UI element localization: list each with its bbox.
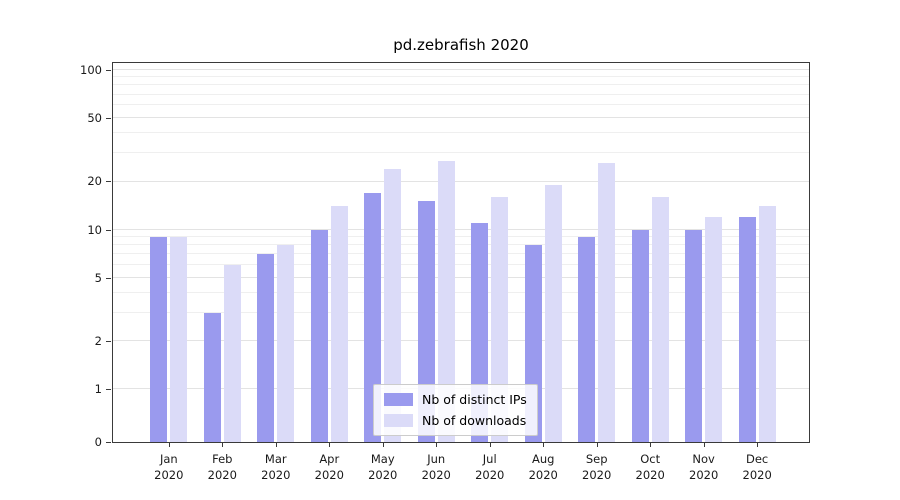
x-tick-mark <box>329 443 331 447</box>
x-tick-mark <box>596 443 598 447</box>
minor-gridline <box>113 104 809 106</box>
x-tick-mark <box>168 443 170 447</box>
legend-label: Nb of downloads <box>422 413 527 428</box>
y-tick-mark <box>106 118 111 119</box>
bar-ips-may <box>364 192 382 442</box>
x-tick-label: Dec 2020 <box>742 452 772 483</box>
y-tick-label: 100 <box>80 63 102 77</box>
minor-gridline <box>113 152 809 154</box>
y-tick-mark <box>106 181 111 183</box>
legend-label: Nb of distinct IPs <box>422 392 527 407</box>
y-tick-label: 5 <box>94 270 102 285</box>
y-tick-label: 0 <box>94 435 102 449</box>
plot-area: Nb of distinct IPs Nb of downloads <box>112 62 810 443</box>
y-tick-mark <box>106 442 111 443</box>
x-tick-label: Jul 2020 <box>475 452 505 483</box>
x-tick-mark <box>703 443 705 447</box>
bar-downloads-apr <box>330 206 348 442</box>
x-tick-label: Jun 2020 <box>421 452 451 483</box>
bar-ips-apr <box>310 229 328 442</box>
bar-downloads-jan <box>170 236 188 442</box>
x-tick-label: Aug 2020 <box>528 452 558 483</box>
x-tick-mark <box>436 443 438 447</box>
x-tick-label: Mar 2020 <box>261 452 291 483</box>
x-tick-mark <box>275 443 277 447</box>
x-tick-mark <box>382 443 384 447</box>
bar-downloads-feb <box>223 264 241 442</box>
x-tick-mark <box>489 443 491 447</box>
x-tick-label: Apr 2020 <box>314 452 344 483</box>
y-tick-label: 1 <box>94 382 102 396</box>
bar-ips-dec <box>738 216 756 442</box>
legend: Nb of distinct IPs Nb of downloads <box>373 384 538 436</box>
major-gridline <box>113 117 809 119</box>
x-tick-label: Sep 2020 <box>582 452 612 483</box>
bar-downloads-mar <box>277 244 295 442</box>
bar-ips-feb <box>203 312 221 442</box>
x-tick-label: Oct 2020 <box>635 452 665 483</box>
x-tick-mark <box>222 443 224 447</box>
major-gridline <box>113 180 809 182</box>
chart-title: pd.zebrafish 2020 <box>393 36 529 54</box>
bar-downloads-may <box>384 168 402 442</box>
minor-gridline <box>113 84 809 86</box>
y-tick-mark <box>106 70 111 71</box>
y-tick-label: 2 <box>94 333 102 348</box>
bar-downloads-jun <box>437 160 455 442</box>
bar-downloads-nov <box>705 216 723 442</box>
bar-downloads-aug <box>544 185 562 442</box>
bar-ips-jun <box>417 201 435 442</box>
bar-downloads-jul <box>491 196 509 442</box>
bar-ips-sep <box>578 236 596 442</box>
bar-downloads-oct <box>651 196 669 442</box>
y-tick-mark <box>106 340 111 342</box>
x-tick-mark <box>543 443 545 447</box>
minor-gridline <box>113 76 809 78</box>
bar-ips-jan <box>150 236 168 442</box>
minor-gridline <box>113 93 809 95</box>
major-gridline <box>113 69 809 70</box>
x-tick-label: Jan 2020 <box>154 452 184 483</box>
legend-entry: Nb of distinct IPs <box>384 392 527 407</box>
x-tick-label: May 2020 <box>368 452 398 483</box>
y-tick-label: 20 <box>87 174 102 189</box>
y-axis-labels: 0 1 2 5 10 20 50 100 <box>0 62 102 449</box>
bar-downloads-dec <box>758 206 776 442</box>
x-tick-label: Nov 2020 <box>689 452 719 483</box>
legend-entry: Nb of downloads <box>384 413 527 428</box>
bar-ips-nov <box>685 229 703 442</box>
y-tick-mark <box>106 389 111 390</box>
y-tick-mark <box>106 229 111 231</box>
legend-swatch <box>384 414 413 427</box>
x-tick-mark <box>650 443 652 447</box>
minor-gridline <box>113 132 809 134</box>
x-tick-mark <box>757 443 759 447</box>
y-tick-mark <box>106 277 111 279</box>
bar-downloads-sep <box>598 163 616 442</box>
bar-ips-mar <box>257 254 275 442</box>
bar-ips-oct <box>631 229 649 442</box>
y-tick-label: 50 <box>87 111 102 125</box>
y-tick-label: 10 <box>87 222 102 237</box>
x-tick-label: Feb 2020 <box>207 452 237 483</box>
legend-swatch <box>384 393 413 406</box>
